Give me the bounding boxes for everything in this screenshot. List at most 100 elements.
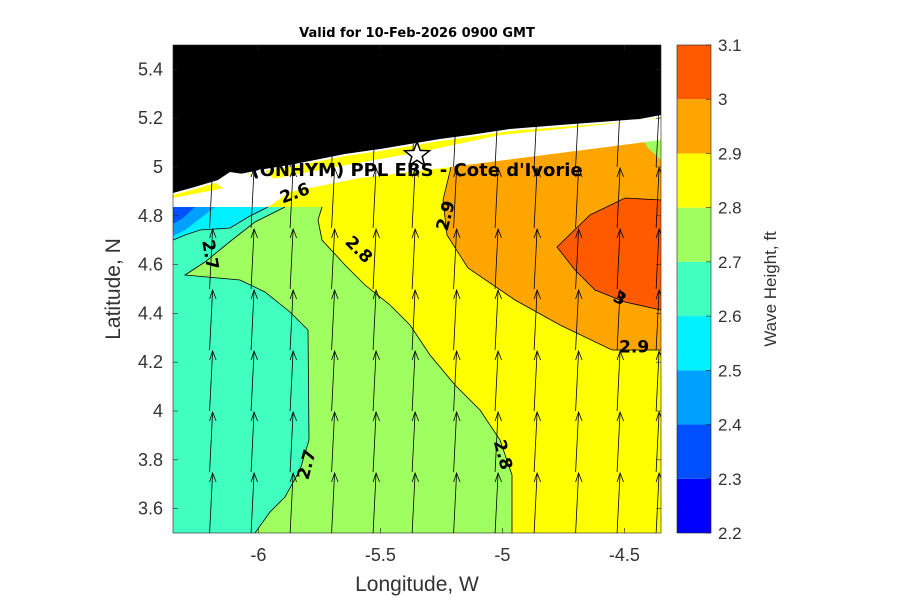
wave-arrow xyxy=(533,166,541,229)
wave-arrow xyxy=(209,105,217,168)
colorbar: 2.2 2.3 2.4 2.5 2.6 2.7 2.8 2.9 3 3.1 xyxy=(676,36,742,543)
wave-arrow xyxy=(575,349,583,412)
contour-label: 2.9 xyxy=(619,338,649,358)
wave-arrow xyxy=(372,45,380,107)
wave-arrow xyxy=(616,166,624,229)
wave-arrow xyxy=(411,288,419,351)
wave-arrow xyxy=(616,288,624,351)
wave-arrow xyxy=(533,410,541,473)
wave-arrow xyxy=(289,410,297,473)
wave-arrow xyxy=(655,105,661,168)
y-tick-label: 4 xyxy=(153,401,163,421)
wave-arrow xyxy=(655,166,661,229)
no-data-band xyxy=(173,118,661,207)
colorbar-tick-label: 2.7 xyxy=(718,253,742,272)
site-label: (ONHYM) PPL EBS - Cote d'Ivorie xyxy=(251,160,582,181)
wave-arrow xyxy=(494,471,502,533)
wave-arrow xyxy=(655,349,661,412)
wave-arrow xyxy=(289,288,297,351)
y-tick-label: 5 xyxy=(153,157,163,177)
wave-arrow xyxy=(494,105,502,168)
x-tick-label: -5 xyxy=(494,545,510,565)
wave-arrow xyxy=(533,288,541,351)
axes-box xyxy=(172,44,662,534)
y-tick-label: 4.6 xyxy=(138,255,163,275)
wave-arrow xyxy=(453,349,461,412)
wave-arrow xyxy=(453,227,461,290)
land-mass xyxy=(173,45,661,194)
wave-arrow xyxy=(289,227,297,290)
wave-arrow xyxy=(372,227,380,290)
colorbar-band xyxy=(677,261,711,317)
wave-arrow xyxy=(209,349,217,412)
wave-arrow xyxy=(533,471,541,533)
y-tick-label: 4.4 xyxy=(138,303,163,323)
wave-arrow xyxy=(494,45,502,107)
wave-arrow xyxy=(616,227,624,290)
wave-arrow xyxy=(453,471,461,533)
plot-area xyxy=(173,45,661,533)
colorbar-tick-label: 2.9 xyxy=(718,144,742,163)
wave-arrow xyxy=(289,471,297,533)
x-axis-label: Longitude, W xyxy=(355,573,479,596)
wave-arrow xyxy=(209,288,217,351)
colorbar-band xyxy=(677,153,711,208)
field-2.9-3.0 xyxy=(443,140,661,350)
colorbar-band xyxy=(677,316,711,371)
colorbar-frame xyxy=(676,44,712,534)
wave-arrow xyxy=(453,166,461,229)
colorbar-tick-label: 2.2 xyxy=(718,524,742,543)
field-2.6-2.7 xyxy=(173,207,309,533)
wave-arrow xyxy=(250,45,258,107)
wave-arrow xyxy=(411,349,419,412)
wave-arrow xyxy=(616,45,624,107)
wave-arrow xyxy=(372,471,380,533)
y-tick-label: 4.2 xyxy=(138,352,163,372)
wave-arrow xyxy=(411,227,419,290)
y-tick-label: 3.6 xyxy=(138,499,163,519)
site-marker: (ONHYM) PPL EBS - Cote d'Ivorie xyxy=(251,139,583,181)
colorbar-tick-label: 3 xyxy=(718,90,727,109)
y-tick-label: 4.8 xyxy=(138,206,163,226)
colorbar-band xyxy=(677,424,711,479)
wave-arrow xyxy=(533,45,541,107)
wave-arrow xyxy=(209,166,217,229)
wave-arrow xyxy=(250,349,258,412)
colorbar-tick-label: 2.6 xyxy=(718,307,742,326)
contour-lines xyxy=(173,166,661,533)
wave-arrow xyxy=(575,227,583,290)
wave-direction-arrows xyxy=(209,45,661,533)
wave-arrow xyxy=(331,105,339,168)
wave-arrow xyxy=(250,471,258,533)
wave-arrow xyxy=(616,410,624,473)
wave-arrow xyxy=(575,471,583,533)
colorbar-band xyxy=(677,207,711,262)
wave-arrow xyxy=(209,410,217,473)
field-2.3-2.4 xyxy=(173,207,195,224)
wave-arrow xyxy=(250,227,258,290)
wave-arrow xyxy=(575,45,583,107)
wave-arrow xyxy=(331,166,339,229)
colorbar-band xyxy=(677,478,711,533)
x-tick-label: -5.5 xyxy=(365,545,396,565)
wave-arrow xyxy=(655,227,661,290)
lagoon-outline xyxy=(215,168,275,190)
y-tick-label: 5.2 xyxy=(138,108,163,128)
wave-arrow xyxy=(289,166,297,229)
wave-arrow xyxy=(209,227,217,290)
wave-arrow xyxy=(372,288,380,351)
wave-arrow xyxy=(411,45,419,107)
wave-arrow xyxy=(453,288,461,351)
wave-arrow xyxy=(575,410,583,473)
wave-arrow xyxy=(655,410,661,473)
wave-arrow xyxy=(411,471,419,533)
x-tick-label: -4.5 xyxy=(609,545,640,565)
wave-arrow xyxy=(331,349,339,412)
wave-arrow xyxy=(331,410,339,473)
wave-arrow xyxy=(289,45,297,107)
wave-arrow xyxy=(655,45,661,107)
y-tick-label: 3.8 xyxy=(138,450,163,470)
colorbar-band xyxy=(677,99,711,154)
wave-arrow xyxy=(533,227,541,290)
wave-arrow xyxy=(250,105,258,168)
